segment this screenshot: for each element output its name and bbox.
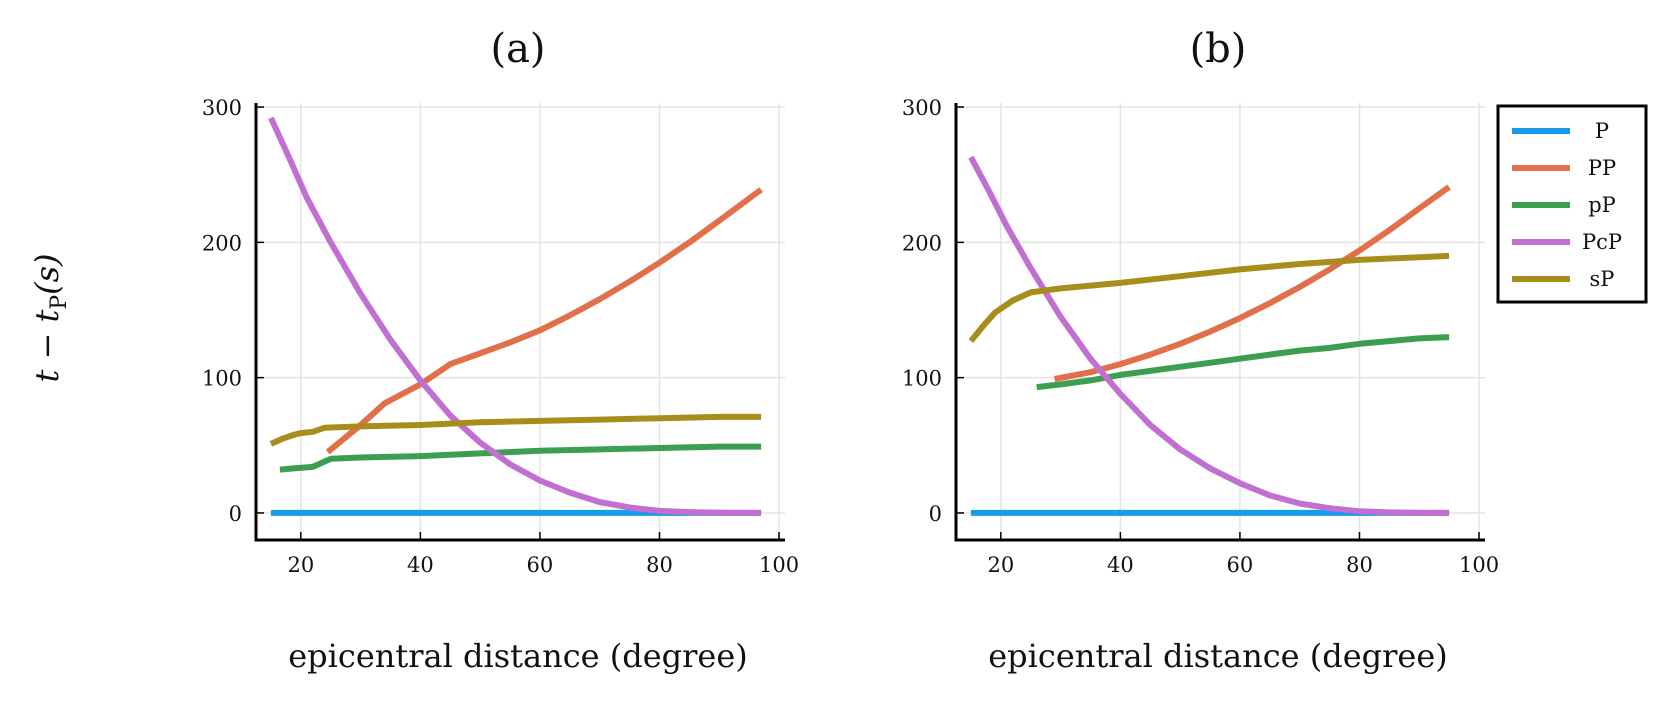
y-axis-title-main: t − t xyxy=(28,310,66,383)
legend-label-PP: PP xyxy=(1588,156,1616,180)
panel-a-x-tick-label-80: 80 xyxy=(646,553,673,577)
panel-a: (a) 20 40 60 80 100 0 100 200 300 epicentral dis… xyxy=(202,26,799,675)
y-axis-title: t − tP(s) xyxy=(28,253,72,382)
panel-a-series-sP xyxy=(269,413,762,447)
panel-b-x-tick-label-100: 100 xyxy=(1459,553,1499,577)
panel-b-x-tick-label-60: 60 xyxy=(1227,553,1254,577)
panel-b: (b) 20 40 60 80 100 0 100 200 300 epicentral dis… xyxy=(902,26,1499,675)
legend-label-pP: pP xyxy=(1588,193,1616,217)
panel-b-x-axis-title: epicentral distance (degree) xyxy=(988,637,1448,675)
panel-b-series xyxy=(968,155,1451,516)
legend-label-P: P xyxy=(1595,119,1609,143)
panel-b-y-tick-label-0: 0 xyxy=(929,502,942,526)
panel-a-series xyxy=(268,116,763,516)
panel-b-x-tick-label-40: 40 xyxy=(1107,553,1134,577)
y-axis-title-suffix: (s) xyxy=(28,253,66,294)
panel-a-series-PP xyxy=(325,187,763,455)
panel-a-x-tick-label-60: 60 xyxy=(527,553,554,577)
panel-a-series-PcP xyxy=(268,116,762,516)
panel-b-axes: 20 40 60 80 100 0 100 200 300 xyxy=(902,96,1499,577)
panel-b-series-pP xyxy=(1036,334,1450,391)
panel-b-title: (b) xyxy=(1190,26,1247,72)
panel-a-x-axis-title: epicentral distance (degree) xyxy=(288,637,748,675)
panel-b-series-PP xyxy=(1054,184,1451,382)
panel-a-axes: 20 40 60 80 100 0 100 200 300 xyxy=(202,96,799,577)
panel-b-series-PcP xyxy=(968,155,1450,516)
y-axis-title-sub: P xyxy=(47,295,72,310)
panel-a-x-tick-label-100: 100 xyxy=(759,553,799,577)
panel-a-y-tick-label-100: 100 xyxy=(202,367,242,391)
panel-a-y-tick-label-200: 200 xyxy=(202,231,242,255)
panel-b-y-tick-label-100: 100 xyxy=(902,367,942,391)
panel-b-x-tick-label-20: 20 xyxy=(987,553,1014,577)
panel-b-y-tick-label-200: 200 xyxy=(902,231,942,255)
panel-a-series-pP xyxy=(279,443,762,473)
panel-a-y-tick-label-0: 0 xyxy=(229,502,242,526)
panel-a-grid xyxy=(256,103,785,540)
panel-b-x-tick-label-80: 80 xyxy=(1346,553,1373,577)
legend-label-PcP: PcP xyxy=(1582,230,1622,254)
panel-a-x-tick-label-40: 40 xyxy=(407,553,434,577)
panel-a-title: (a) xyxy=(490,26,545,72)
legend-label-sP: sP xyxy=(1590,267,1615,291)
panel-b-series-sP xyxy=(968,252,1450,343)
panel-b-y-tick-label-300: 300 xyxy=(902,96,942,120)
panel-a-x-tick-label-20: 20 xyxy=(287,553,314,577)
panel-a-y-tick-label-300: 300 xyxy=(202,96,242,120)
